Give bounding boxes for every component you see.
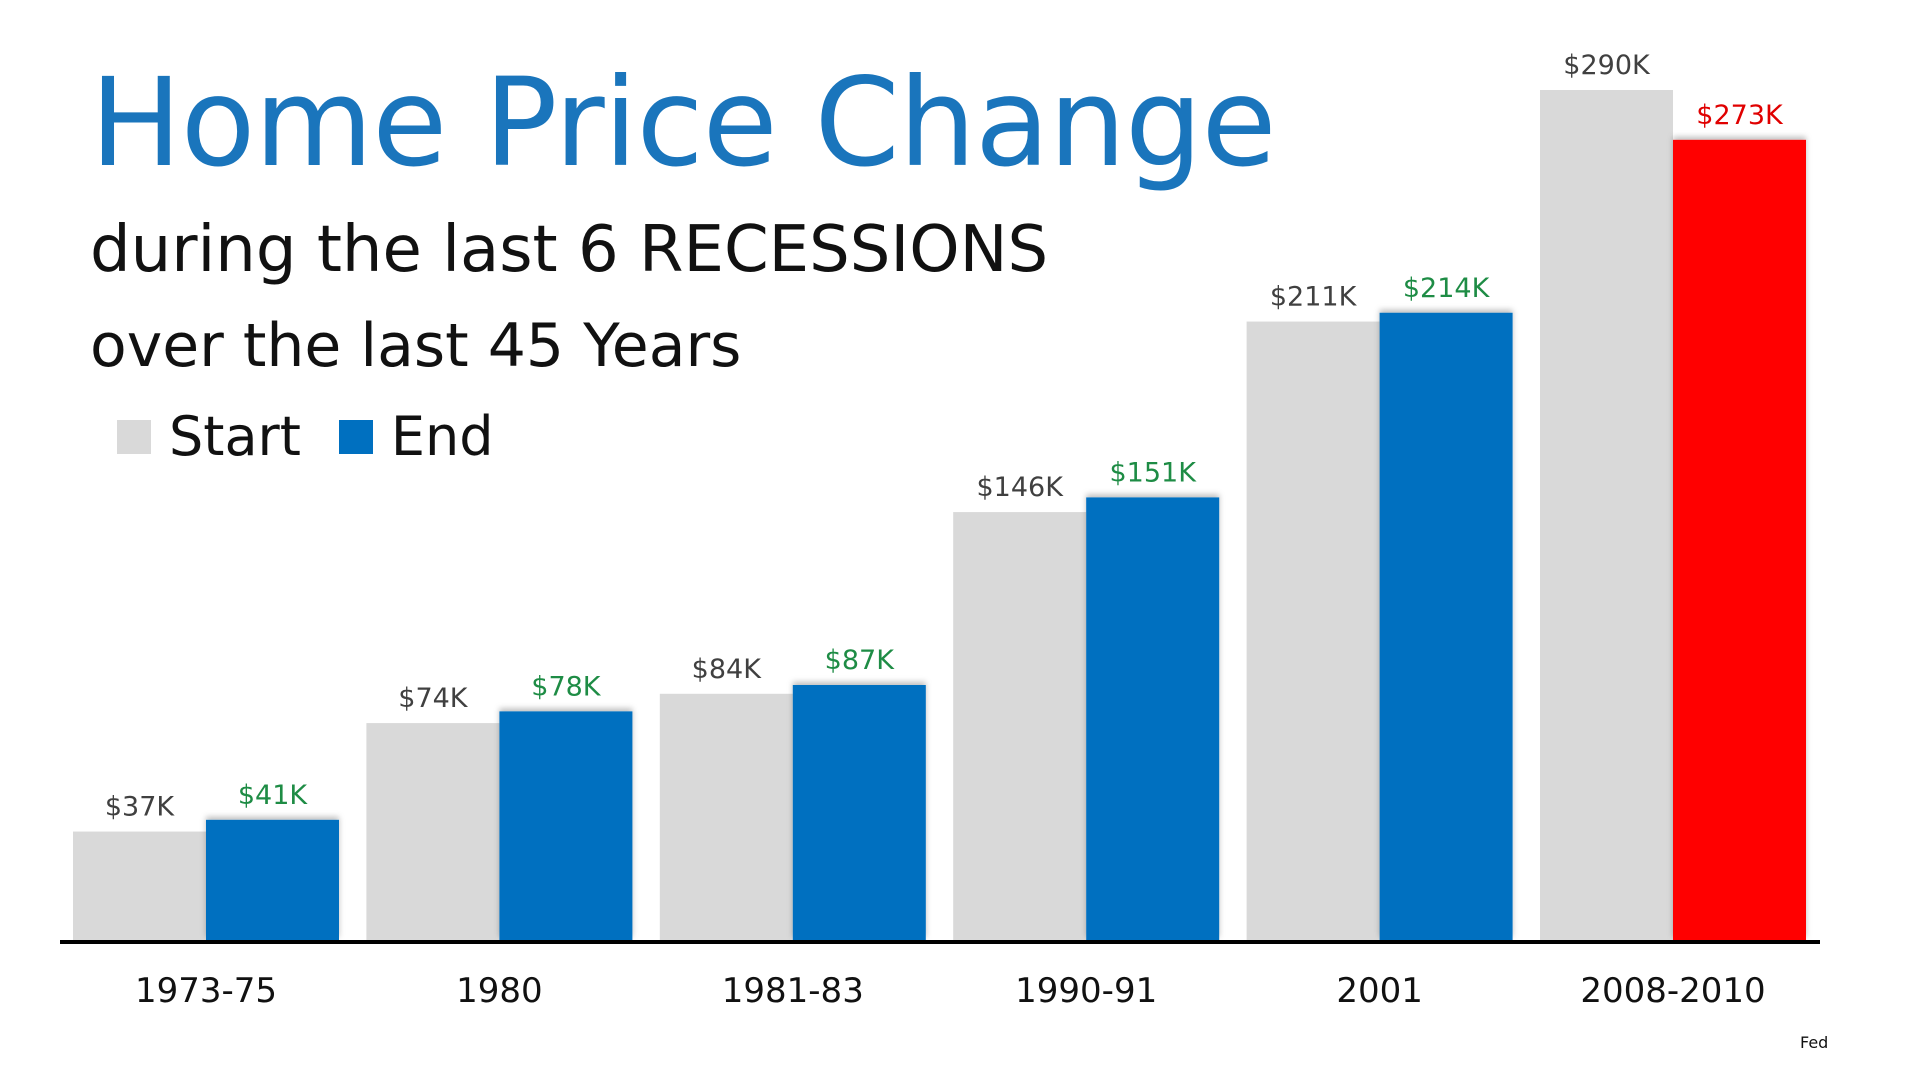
bar-start-1973-75 xyxy=(73,831,206,940)
bar-end-1973-75 xyxy=(206,819,339,940)
chart-subtitle: during the last 6 RECESSIONS xyxy=(90,213,1049,287)
data-label-end-1980: $78K xyxy=(531,671,602,702)
x-tick-label-1973-75: 1973-75 xyxy=(135,971,277,1011)
bar-end-2001 xyxy=(1379,312,1513,940)
data-label-end-1990-91: $151K xyxy=(1109,457,1197,488)
data-label-start-2008-2010: $290K xyxy=(1563,50,1651,81)
source-note: Fed xyxy=(1800,1033,1829,1052)
bar-end-1990-91 xyxy=(1086,497,1220,940)
bar-end-1980 xyxy=(499,711,633,940)
data-label-start-1990-91: $146K xyxy=(976,472,1064,503)
x-tick-label-2008-2010: 2008-2010 xyxy=(1580,971,1765,1011)
data-label-end-2008-2010: $273K xyxy=(1696,100,1784,131)
x-tick-label-1980: 1980 xyxy=(456,971,543,1011)
bar-start-1981-83 xyxy=(659,693,793,940)
data-label-end-1973-75: $41K xyxy=(238,780,309,811)
chart-subtitle-secondary: over the last 45 Years xyxy=(90,311,742,381)
bar-start-1990-91 xyxy=(953,512,1087,940)
legend-item-end: End xyxy=(338,405,494,468)
data-label-start-1973-75: $37K xyxy=(105,792,176,823)
x-tick-label-1990-91: 1990-91 xyxy=(1015,971,1157,1011)
legend-label-start: Start xyxy=(169,405,301,468)
x-tick-label-2001: 2001 xyxy=(1336,971,1423,1011)
legend-swatch-start xyxy=(117,420,151,454)
chart-title: Home Price Change xyxy=(90,52,1277,194)
legend-label-end: End xyxy=(390,405,494,468)
data-label-start-1980: $74K xyxy=(398,683,469,714)
data-label-end-2001: $214K xyxy=(1403,273,1491,304)
bar-end-1981-83 xyxy=(792,685,926,940)
legend-item-start: Start xyxy=(117,410,301,464)
bar-start-1980 xyxy=(366,723,500,940)
legend-swatch-end xyxy=(338,420,373,454)
bar-start-2001 xyxy=(1246,321,1380,940)
legend: Start End xyxy=(117,405,532,469)
data-label-start-2001: $211K xyxy=(1270,282,1358,313)
bar-start-2008-2010 xyxy=(1540,90,1673,940)
x-tick-label-1981-83: 1981-83 xyxy=(722,971,864,1011)
bar-end-2008-2010 xyxy=(1673,139,1806,941)
data-label-end-1981-83: $87K xyxy=(825,645,896,676)
data-label-start-1981-83: $84K xyxy=(692,654,763,685)
